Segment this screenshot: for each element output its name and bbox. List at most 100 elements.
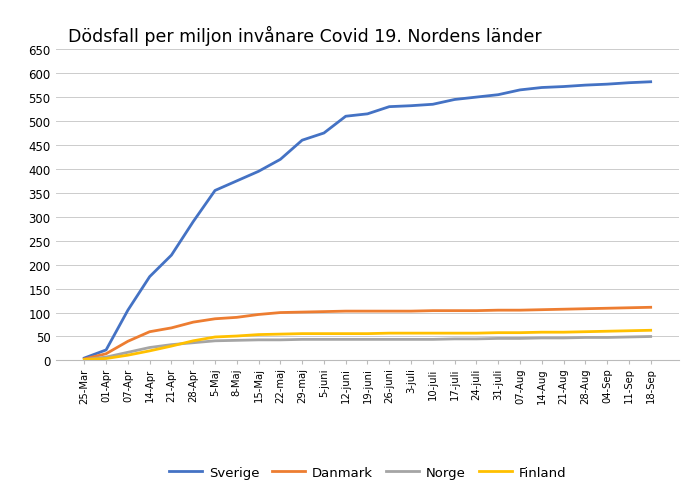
- Norge: [189, 340, 197, 346]
- Sverige: [538, 85, 546, 91]
- Finland: [494, 330, 503, 336]
- Norge: [559, 335, 568, 341]
- Norge: [581, 335, 589, 341]
- Sverige: [167, 253, 176, 259]
- Danmark: [603, 306, 611, 312]
- Finland: [516, 330, 524, 336]
- Norge: [363, 337, 372, 343]
- Sverige: [428, 102, 437, 108]
- Norge: [211, 338, 219, 344]
- Danmark: [276, 310, 285, 316]
- Sverige: [342, 114, 350, 120]
- Sverige: [232, 178, 241, 184]
- Line: Finland: Finland: [84, 331, 651, 360]
- Norge: [320, 337, 328, 343]
- Sverige: [124, 308, 132, 314]
- Norge: [473, 336, 481, 342]
- Finland: [603, 329, 611, 335]
- Finland: [298, 331, 307, 337]
- Finland: [559, 330, 568, 336]
- Finland: [124, 353, 132, 359]
- Danmark: [581, 306, 589, 312]
- Finland: [538, 330, 546, 336]
- Norge: [124, 350, 132, 356]
- Danmark: [211, 316, 219, 322]
- Line: Norge: Norge: [84, 337, 651, 360]
- Danmark: [647, 305, 655, 311]
- Finland: [211, 334, 219, 340]
- Sverige: [581, 83, 589, 89]
- Finland: [276, 332, 285, 338]
- Finland: [647, 328, 655, 334]
- Finland: [167, 343, 176, 349]
- Danmark: [189, 320, 197, 326]
- Finland: [407, 331, 415, 337]
- Norge: [254, 337, 262, 343]
- Sverige: [603, 82, 611, 88]
- Finland: [363, 331, 372, 337]
- Sverige: [516, 88, 524, 94]
- Finland: [146, 348, 154, 354]
- Norge: [407, 337, 415, 343]
- Text: Dödsfall per miljon invånare Covid 19. Nordens länder: Dödsfall per miljon invånare Covid 19. N…: [69, 26, 542, 46]
- Finland: [232, 333, 241, 339]
- Norge: [232, 338, 241, 344]
- Danmark: [167, 325, 176, 331]
- Norge: [80, 357, 88, 363]
- Danmark: [516, 308, 524, 314]
- Norge: [647, 334, 655, 340]
- Sverige: [276, 157, 285, 163]
- Danmark: [538, 307, 546, 313]
- Sverige: [473, 95, 481, 101]
- Sverige: [494, 93, 503, 99]
- Norge: [494, 336, 503, 342]
- Sverige: [320, 131, 328, 137]
- Legend: Sverige, Danmark, Norge, Finland: Sverige, Danmark, Norge, Finland: [164, 460, 571, 484]
- Finland: [624, 328, 633, 334]
- Sverige: [146, 274, 154, 280]
- Danmark: [494, 308, 503, 314]
- Norge: [538, 335, 546, 341]
- Norge: [516, 336, 524, 342]
- Danmark: [407, 309, 415, 315]
- Norge: [298, 337, 307, 343]
- Danmark: [320, 309, 328, 315]
- Finland: [80, 357, 88, 363]
- Sverige: [189, 219, 197, 225]
- Sverige: [385, 104, 393, 110]
- Norge: [428, 337, 437, 343]
- Finland: [342, 331, 350, 337]
- Danmark: [146, 329, 154, 335]
- Danmark: [473, 308, 481, 314]
- Norge: [167, 342, 176, 348]
- Finland: [320, 331, 328, 337]
- Sverige: [298, 138, 307, 144]
- Norge: [276, 337, 285, 343]
- Danmark: [559, 307, 568, 313]
- Danmark: [363, 309, 372, 315]
- Danmark: [450, 308, 459, 314]
- Norge: [603, 335, 611, 341]
- Norge: [342, 337, 350, 343]
- Finland: [428, 331, 437, 337]
- Danmark: [232, 315, 241, 321]
- Finland: [189, 338, 197, 344]
- Finland: [254, 332, 262, 338]
- Line: Sverige: Sverige: [84, 83, 651, 358]
- Sverige: [363, 112, 372, 118]
- Finland: [473, 331, 481, 337]
- Norge: [146, 345, 154, 351]
- Sverige: [407, 104, 415, 110]
- Norge: [385, 337, 393, 343]
- Danmark: [385, 309, 393, 315]
- Finland: [450, 331, 459, 337]
- Sverige: [647, 80, 655, 86]
- Sverige: [624, 81, 633, 87]
- Danmark: [342, 309, 350, 315]
- Finland: [102, 356, 111, 362]
- Danmark: [124, 339, 132, 345]
- Sverige: [254, 169, 262, 175]
- Danmark: [298, 310, 307, 316]
- Danmark: [80, 356, 88, 362]
- Danmark: [102, 351, 111, 357]
